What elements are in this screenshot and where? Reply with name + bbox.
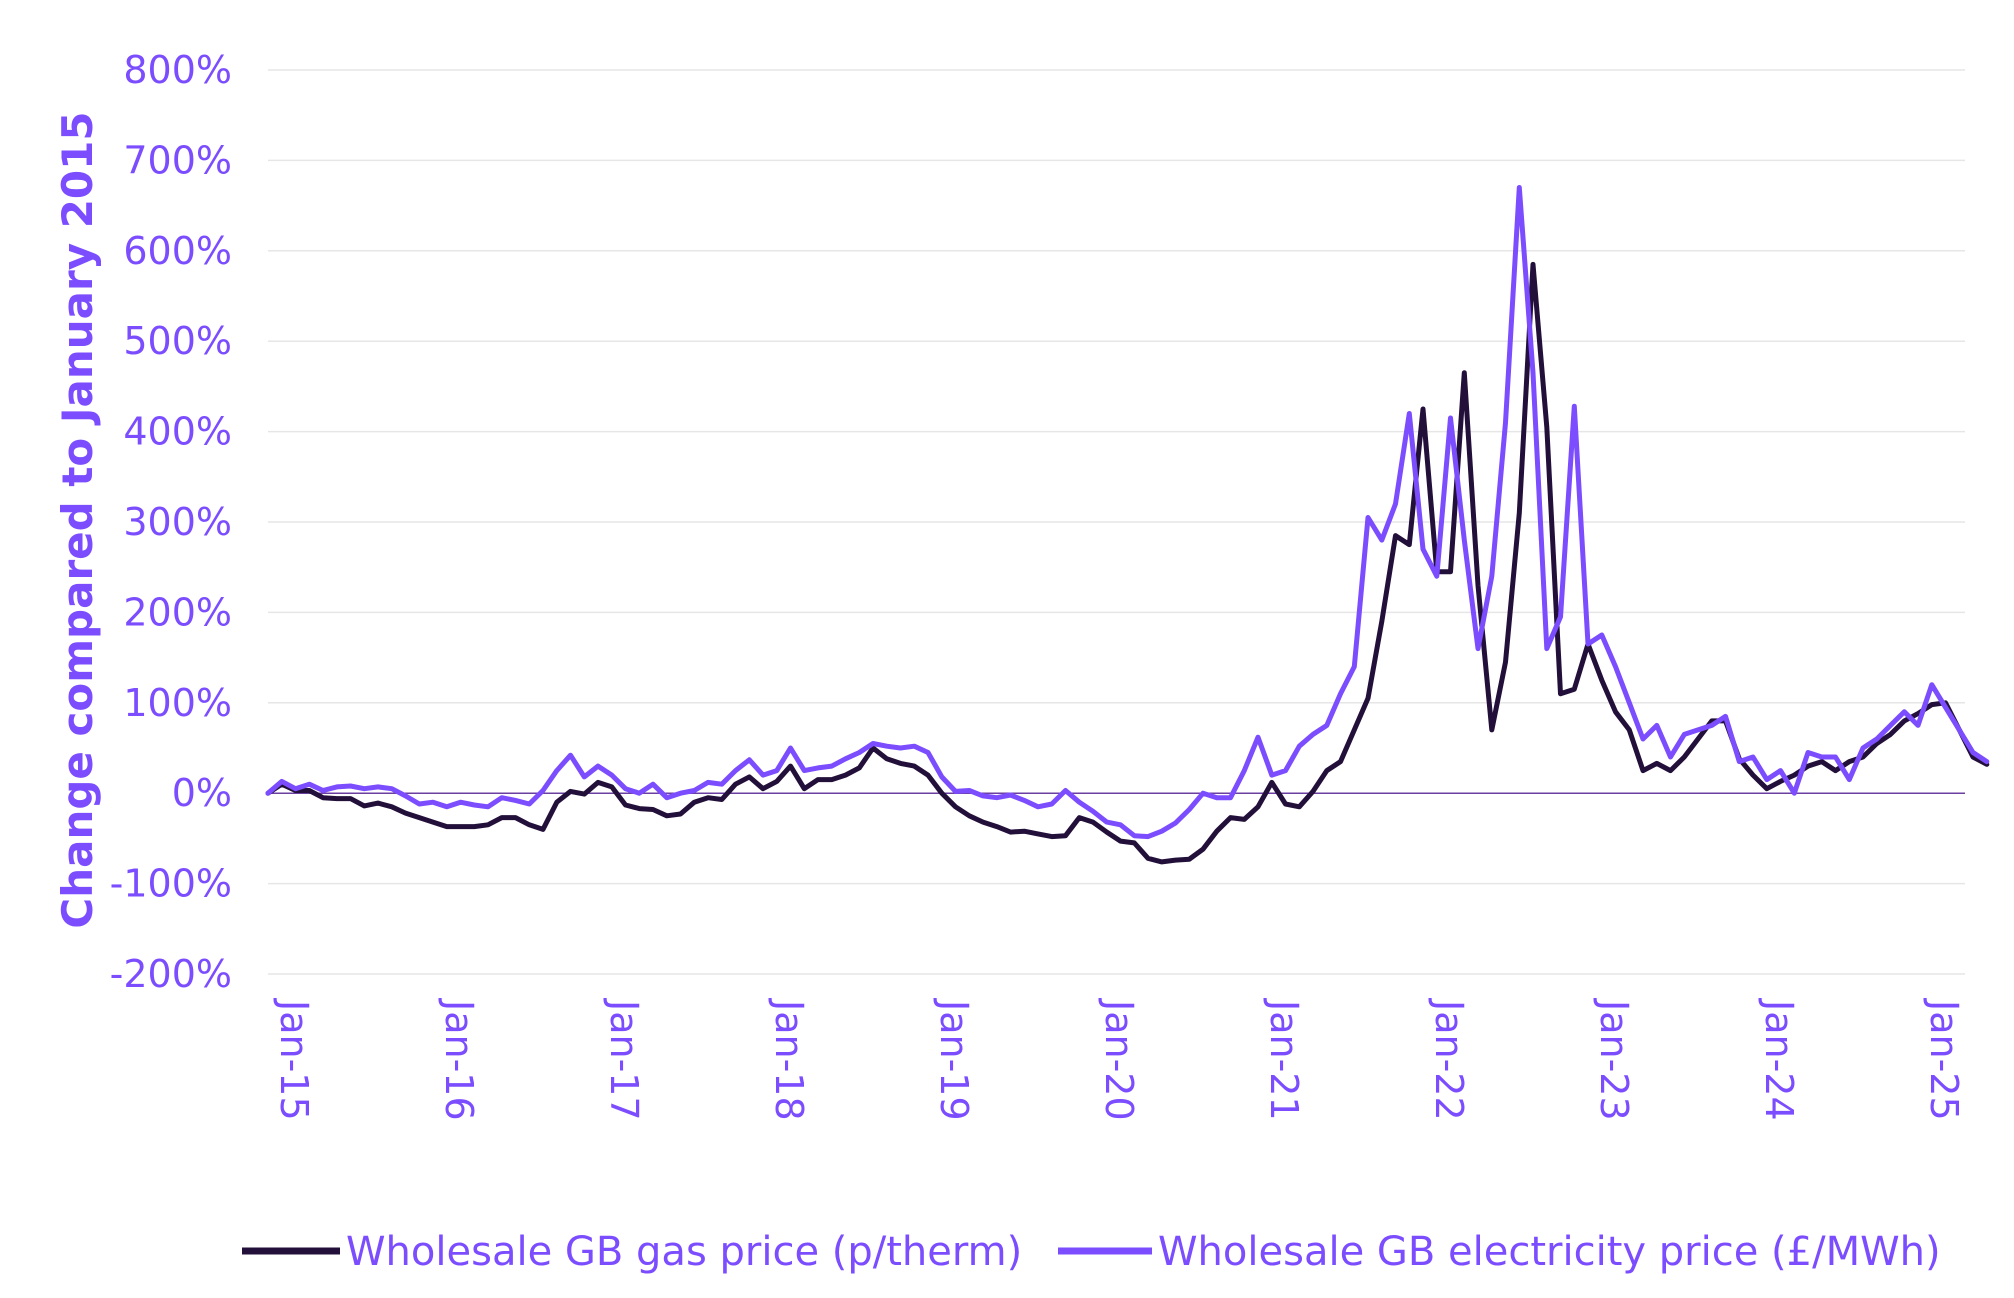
y-axis-label: Change compared to January 2015: [53, 111, 102, 928]
y-tick-label: 100%: [123, 681, 232, 725]
x-tick-label: Jan-23: [1592, 998, 1636, 1121]
x-tick-label: Jan-16: [437, 998, 481, 1121]
x-tick-label: Jan-25: [1922, 998, 1966, 1121]
x-tick-label: Jan-18: [767, 998, 811, 1121]
x-tick-label: Jan-20: [1097, 998, 1141, 1121]
x-tick-label: Jan-15: [272, 998, 316, 1121]
y-axis-ticks: -200% -100% 0% 100% 200% 300% 400% 500% 600% 700%…: [110, 48, 232, 996]
y-tick-label: 200%: [123, 590, 232, 634]
y-tick-label: 0%: [172, 771, 232, 815]
electricity-price-line: [265, 185, 1990, 840]
x-tick-label: Jan-24: [1757, 998, 1801, 1121]
y-tick-label: 700%: [123, 138, 232, 182]
x-tick-label: Jan-17: [602, 998, 646, 1121]
x-tick-label: Jan-21: [1262, 998, 1306, 1121]
y-tick-label: 600%: [123, 229, 232, 273]
y-tick-label: -100%: [110, 862, 232, 906]
y-tick-label: 500%: [123, 319, 232, 363]
x-axis-ticks: Jan-15 Jan-16 Jan-17 Jan-18 Jan-19 Jan-20 Jan-…: [272, 998, 1966, 1121]
x-tick-label: Jan-19: [932, 998, 976, 1121]
legend-label-electricity: Wholesale GB electricity price (£/MWh): [1158, 1229, 1941, 1275]
gas-price-line: [265, 261, 1990, 865]
legend: Wholesale GB gas price (p/therm) Wholesa…: [242, 1229, 1941, 1275]
y-tick-label: 300%: [123, 500, 232, 544]
legend-label-gas: Wholesale GB gas price (p/therm): [346, 1229, 1022, 1275]
series-lines: [265, 185, 1990, 865]
gridlines: [268, 69, 1965, 975]
y-tick-label: 400%: [123, 410, 232, 454]
y-tick-label: -200%: [110, 952, 232, 996]
y-tick-label: 800%: [123, 48, 232, 92]
x-tick-label: Jan-22: [1427, 998, 1471, 1121]
